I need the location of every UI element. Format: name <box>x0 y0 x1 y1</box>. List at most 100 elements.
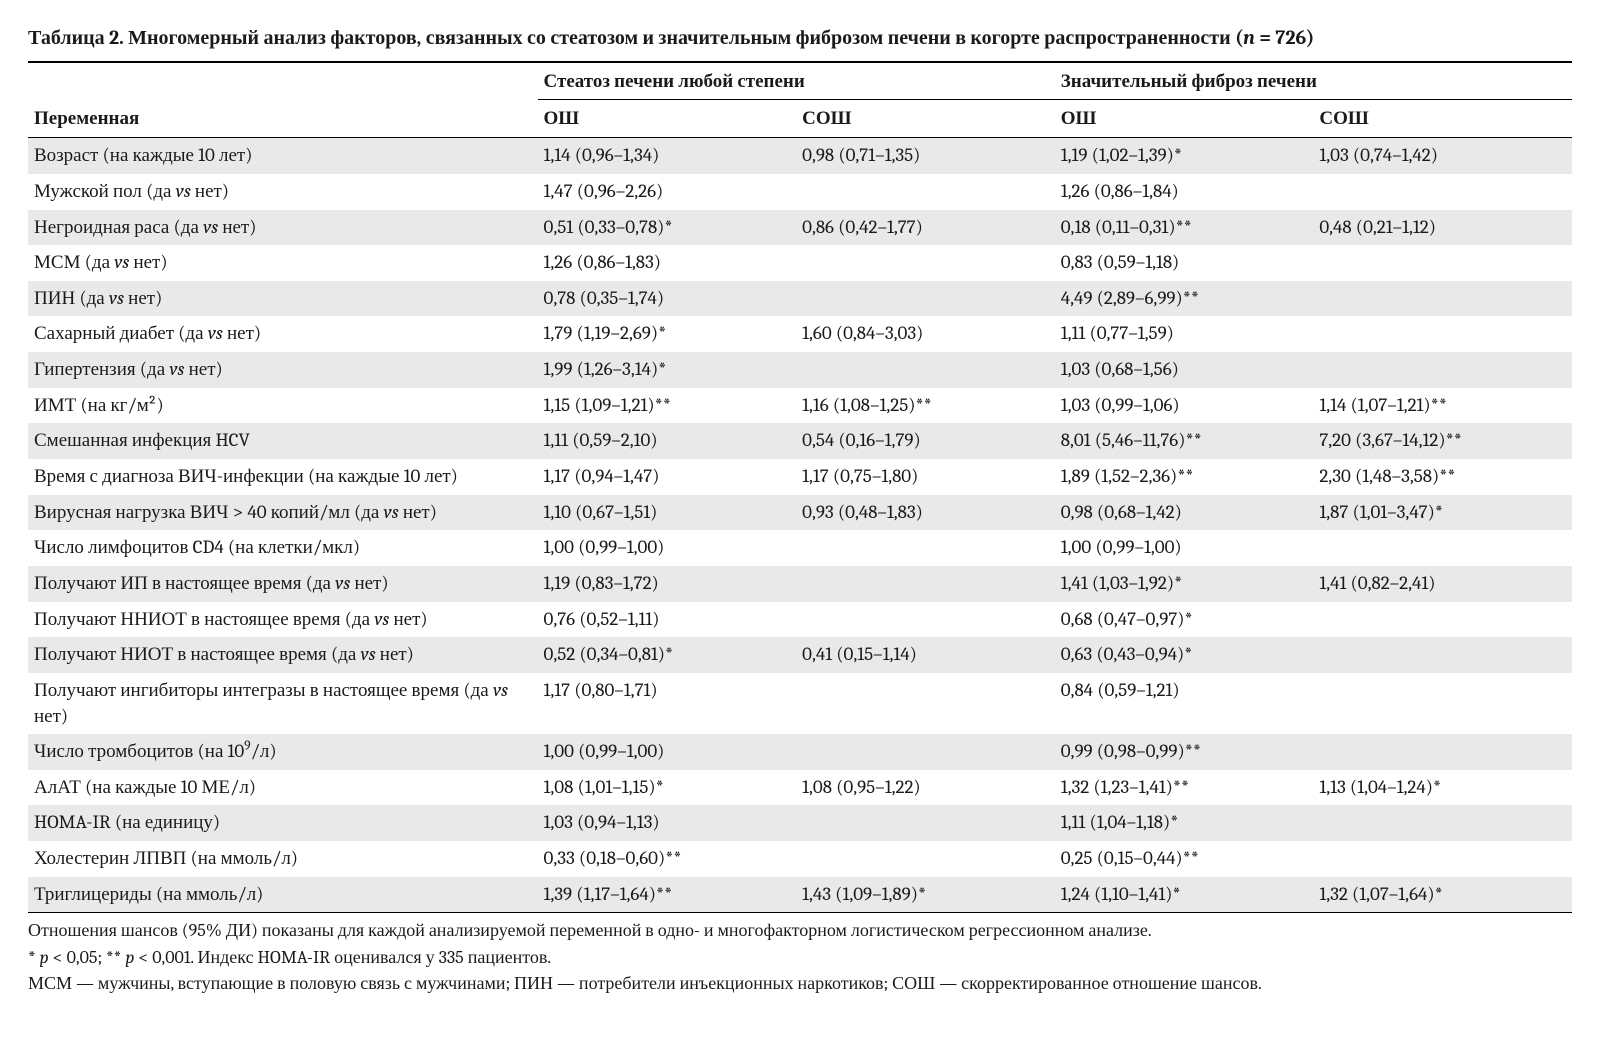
cell-variable: Смешанная инфекция HCV <box>28 423 538 459</box>
cell-value: 1,41 (1,03–1,92)* <box>1055 566 1314 602</box>
cell-value <box>796 602 1055 638</box>
cell-value: 1,19 (0,83–1,72) <box>538 566 797 602</box>
cell-value: 1,41 (0,82–2,41) <box>1313 566 1572 602</box>
cell-value: 1,24 (1,10–1,41)* <box>1055 877 1314 913</box>
table-row: ИМТ (на кг/м²)1,15 (1,09–1,21)**1,16 (1,… <box>28 388 1572 424</box>
table-row: Холестерин ЛПВП (на ммоль/л)0,33 (0,18–0… <box>28 841 1572 877</box>
table-row: МСМ (да vs нет)1,26 (0,86–1,83)0,83 (0,5… <box>28 245 1572 281</box>
cell-value: 1,11 (0,77–1,59) <box>1055 316 1314 352</box>
cell-variable: ИМТ (на кг/м²) <box>28 388 538 424</box>
cell-variable: Холестерин ЛПВП (на ммоль/л) <box>28 841 538 877</box>
table-row: HOMA-IR (на единицу)1,03 (0,94–1,13) 1,11… <box>28 805 1572 841</box>
cell-value: 0,63 (0,43–0,94)* <box>1055 637 1314 673</box>
cell-value <box>1313 530 1572 566</box>
cell-value: 1,03 (0,99–1,06) <box>1055 388 1314 424</box>
header-col1: ОШ <box>538 99 797 138</box>
cell-value <box>1313 734 1572 770</box>
table-row: ПИН (да vs нет)0,78 (0,35–1,74) 4,49 (2,8… <box>28 281 1572 317</box>
cell-variable: Получают ингибиторы интегразы в настояще… <box>28 673 538 734</box>
cell-value: 0,78 (0,35–1,74) <box>538 281 797 317</box>
cell-variable: Вирусная нагрузка ВИЧ > 40 копий/мл (да … <box>28 495 538 531</box>
cell-value <box>1313 245 1572 281</box>
caption-n-value: = 726) <box>1255 26 1315 49</box>
cell-value: 1,11 (0,59–2,10) <box>538 423 797 459</box>
cell-value: 1,11 (1,04–1,18)* <box>1055 805 1314 841</box>
cell-value <box>1313 637 1572 673</box>
cell-value <box>1313 174 1572 210</box>
cell-value: 1,03 (0,68–1,56) <box>1055 352 1314 388</box>
table-row: Получают ННИОТ в настоящее время (да vs … <box>28 602 1572 638</box>
header-sub-row: Переменная ОШ СОШ ОШ СОШ <box>28 99 1572 138</box>
cell-value: 0,52 (0,34–0,81)* <box>538 637 797 673</box>
cell-value: 1,03 (0,94–1,13) <box>538 805 797 841</box>
cell-variable: Возраст (на каждые 10 лет) <box>28 138 538 174</box>
cell-value: 4,49 (2,89–6,99)** <box>1055 281 1314 317</box>
table-row: Гипертензия (да vs нет)1,99 (1,26–3,14)*… <box>28 352 1572 388</box>
cell-value: 1,15 (1,09–1,21)** <box>538 388 797 424</box>
cell-value <box>1313 352 1572 388</box>
cell-value <box>1313 602 1572 638</box>
cell-value: 1,26 (0,86–1,84) <box>1055 174 1314 210</box>
table-row: Время с диагноза ВИЧ-инфекции (на каждые… <box>28 459 1572 495</box>
cell-value <box>1313 316 1572 352</box>
cell-variable: ПИН (да vs нет) <box>28 281 538 317</box>
cell-variable: Сахарный диабет (да vs нет) <box>28 316 538 352</box>
cell-variable: Число лимфоцитов CD4 (на клетки/мкл) <box>28 530 538 566</box>
table-caption: Таблица 2. Многомерный анализ факторов, … <box>28 24 1572 51</box>
footnotes: Отношения шансов (95% ДИ) показаны для к… <box>28 919 1572 996</box>
cell-value: 1,47 (0,96–2,26) <box>538 174 797 210</box>
cell-variable: Время с диагноза ВИЧ-инфекции (на каждые… <box>28 459 538 495</box>
cell-value <box>1313 805 1572 841</box>
cell-value: 1,87 (1,01–3,47)* <box>1313 495 1572 531</box>
cell-value: 0,76 (0,52–1,11) <box>538 602 797 638</box>
cell-value <box>1313 281 1572 317</box>
cell-value: 2,30 (1,48–3,58)** <box>1313 459 1572 495</box>
caption-prefix: Таблица 2. Многомерный анализ факторов, … <box>28 26 1243 49</box>
cell-value <box>1313 673 1572 734</box>
cell-value: 1,32 (1,07–1,64)* <box>1313 877 1572 913</box>
cell-variable: Триглицериды (на ммоль/л) <box>28 877 538 913</box>
table-row: Смешанная инфекция HCV1,11 (0,59–2,10)0,… <box>28 423 1572 459</box>
cell-value: 0,41 (0,15–1,14) <box>796 637 1055 673</box>
cell-value: 1,14 (1,07–1,21)** <box>1313 388 1572 424</box>
cell-variable: МСМ (да vs нет) <box>28 245 538 281</box>
table-row: Вирусная нагрузка ВИЧ > 40 копий/мл (да … <box>28 495 1572 531</box>
cell-value: 1,79 (1,19–2,69)* <box>538 316 797 352</box>
cell-value: 0,84 (0,59–1,21) <box>1055 673 1314 734</box>
cell-value: 0,98 (0,68–1,42) <box>1055 495 1314 531</box>
cell-value <box>796 352 1055 388</box>
table-row: Негроидная раса (да vs нет)0,51 (0,33–0,… <box>28 210 1572 246</box>
cell-value: 1,08 (0,95–1,22) <box>796 770 1055 806</box>
cell-value: 0,33 (0,18–0,60)** <box>538 841 797 877</box>
cell-variable: Получают ННИОТ в настоящее время (да vs … <box>28 602 538 638</box>
cell-value: 1,32 (1,23–1,41)** <box>1055 770 1314 806</box>
cell-value: 1,99 (1,26–3,14)* <box>538 352 797 388</box>
cell-value: 0,51 (0,33–0,78)* <box>538 210 797 246</box>
cell-value <box>796 673 1055 734</box>
cell-value <box>796 805 1055 841</box>
cell-value: 1,00 (0,99–1,00) <box>538 530 797 566</box>
cell-value: 0,54 (0,16–1,79) <box>796 423 1055 459</box>
table-row: Получают ингибиторы интегразы в настояще… <box>28 673 1572 734</box>
header-group-steatosis: Стеатоз печени любой степени <box>538 62 1055 99</box>
cell-value: 1,17 (0,80–1,71) <box>538 673 797 734</box>
header-variable: Переменная <box>28 99 538 138</box>
cell-value <box>796 841 1055 877</box>
cell-value: 0,68 (0,47–0,97)* <box>1055 602 1314 638</box>
cell-variable: HOMA-IR (на единицу) <box>28 805 538 841</box>
header-group-row: Стеатоз печени любой степени Значительны… <box>28 62 1572 99</box>
cell-value: 1,08 (1,01–1,15)* <box>538 770 797 806</box>
header-empty <box>28 62 538 99</box>
cell-value <box>796 281 1055 317</box>
cell-variable: Гипертензия (да vs нет) <box>28 352 538 388</box>
cell-variable: Получают ИП в настоящее время (да vs нет… <box>28 566 538 602</box>
table-row: Возраст (на каждые 10 лет)1,14 (0,96–1,3… <box>28 138 1572 174</box>
cell-variable: Число тромбоцитов (на 109/л) <box>28 734 538 770</box>
cell-value: 0,25 (0,15–0,44)** <box>1055 841 1314 877</box>
cell-value: 1,89 (1,52–2,36)** <box>1055 459 1314 495</box>
data-table: Стеатоз печени любой степени Значительны… <box>28 61 1572 913</box>
cell-variable: АлАТ (на каждые 10 МЕ/л) <box>28 770 538 806</box>
cell-value: 1,17 (0,75–1,80) <box>796 459 1055 495</box>
cell-value: 0,18 (0,11–0,31)** <box>1055 210 1314 246</box>
cell-value: 1,26 (0,86–1,83) <box>538 245 797 281</box>
